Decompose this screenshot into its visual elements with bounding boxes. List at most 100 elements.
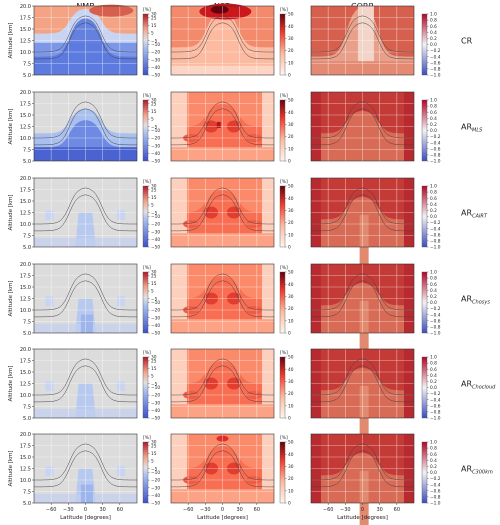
colorbar-tick-label: 20 [288, 306, 294, 312]
colorbar-tick-label: −40 [151, 237, 160, 243]
colorbar-tick-label: 50 [288, 12, 294, 18]
colorbar-tick-label: −0.2 [430, 48, 441, 54]
colorbar-tick-label: −0.2 [430, 134, 441, 140]
colorbar-tick-label: −5 [151, 124, 158, 130]
y-tick-label: 12.5 [20, 124, 31, 130]
colorbar-nsd: [%]50 40 30 20 10 0 [279, 265, 294, 337]
colorbar-tick-label: 25 [151, 101, 157, 107]
colorbar-tick-label: 0.2 [430, 122, 437, 128]
panel-frame [310, 5, 415, 76]
colorbar-tick-label: 40 [288, 196, 294, 202]
x-axis-label: Latitude [degrees] [337, 515, 388, 521]
colorbar-tick-label: 5 [151, 459, 154, 465]
x-tick-label: −60 [46, 507, 57, 513]
tropopause-contour-upper [311, 101, 414, 139]
x-axis-label: Latitude [degrees] [60, 515, 111, 521]
colorbar-tick-label: 0.0 [430, 385, 437, 391]
colorbar-tick-label: −20 [151, 50, 160, 56]
row-label-ar-chosys: ARChosys [461, 295, 490, 306]
tropopause-contour-lower [171, 365, 274, 403]
y-tick-label: 5.0 [23, 416, 31, 422]
colorbar-tick-label: 0.8 [430, 446, 437, 452]
colorbar-tick-label: 40 [288, 367, 294, 373]
x-tick-label: 60 [117, 507, 123, 513]
x-tick-label: 0 [221, 507, 224, 513]
colorbar-tick-label: 50 [288, 98, 294, 104]
x-tick-label: 30 [236, 507, 242, 513]
colorbar-tick-label: −1.0 [430, 245, 441, 251]
colorbar-tick-label: 0 [288, 73, 291, 79]
colorbar-tick-label: 15 [151, 23, 157, 29]
panel-frame [310, 177, 415, 248]
x-tick-label: −30 [63, 507, 74, 513]
colorbar-tick-label: −30 [151, 400, 160, 406]
colorbar-tick-label: 0.8 [430, 104, 437, 110]
row-label-cr: CR [461, 37, 473, 46]
tropopause-contour-upper [171, 358, 274, 396]
colorbar-tick-label: −40 [151, 151, 160, 157]
colorbar-corr: 1.00.80.60.40.20.0−0.2−0.4−0.6−0.8−1.0 [421, 12, 441, 79]
row-label-ar-c300km: ARC300km [461, 465, 493, 476]
colorbar-tick-label: 10 [288, 488, 294, 494]
colorbar-tick-label: 0.2 [430, 208, 437, 214]
tropopause-contour-upper [34, 358, 137, 396]
y-tick-label: 20.0 [20, 262, 31, 268]
row-label-ar-chocloud: ARChocloud [461, 380, 496, 391]
colorbar-unit-label: [%] [280, 265, 288, 271]
colorbar-tick-label: 0.4 [430, 30, 437, 36]
grid-nmb-ar-cairt: 5.0 7.5 10.0 12.5 15.0 17.5 20.0 [20, 176, 138, 251]
tropopause-contour-upper [171, 101, 274, 139]
colorbar-tick-label: −0.4 [430, 397, 441, 403]
colorbar-tick-label: −30 [151, 229, 160, 235]
tropopause-contour-upper [311, 187, 414, 225]
colorbar-tick-label: −10 [151, 214, 160, 220]
colorbar-tick-label: −5 [151, 381, 158, 387]
tropopause-contour-lower [34, 22, 137, 60]
colorbar-tick-label: −5 [151, 38, 158, 44]
colorbar-tick-label: −0.8 [430, 239, 441, 245]
colorbar-tick-label: −0.8 [430, 153, 441, 159]
panel-frame [170, 348, 275, 419]
colorbar-corr: 1.00.80.60.40.20.0−0.2−0.4−0.6−0.8−1.0 [421, 98, 441, 165]
y-tick-label: 17.5 [20, 15, 31, 21]
colorbar-tick-label: −0.6 [430, 146, 441, 152]
colorbar-tick-label: 5 [151, 117, 154, 123]
colorbar-tick-label: 0.4 [430, 458, 437, 464]
colorbar-tick-label: 0.4 [430, 202, 437, 208]
colorbar-unit-label: [%] [143, 93, 151, 99]
colorbar-tick-label: 10 [288, 403, 294, 409]
y-tick-label: 10.0 [20, 136, 31, 142]
colorbar-tick-label: −20 [151, 308, 160, 314]
colorbar-tick-label: −40 [151, 408, 160, 414]
colorbar-tick-label: −10 [151, 300, 160, 306]
colorbar-tick-label: −40 [151, 323, 160, 329]
y-axis-label: Altitude [km] [8, 450, 14, 486]
colorbar-tick-label: 0.6 [430, 367, 437, 373]
y-tick-label: 5.0 [23, 245, 31, 251]
colorbar-tick-label: 10 [288, 232, 294, 238]
y-tick-label: 20.0 [20, 4, 31, 10]
grid-corr-cr [310, 5, 415, 76]
colorbar-tick-label: −0.2 [430, 306, 441, 312]
colorbar-tick-label: 15 [151, 366, 157, 372]
colorbar-tick-label: 30 [288, 294, 294, 300]
colorbar-tick-label: −10 [151, 470, 160, 476]
y-tick-label: 5.0 [23, 73, 31, 79]
colorbar-tick-label: −1.0 [430, 331, 441, 337]
colorbar-nsd: [%]50 40 30 20 10 0 [279, 93, 294, 165]
y-tick-label: 17.5 [20, 101, 31, 107]
colorbar-tick-label: 0 [288, 331, 291, 337]
colorbar-tick-label: −5 [151, 296, 158, 302]
grid-nmb-ar-mls: 5.0 7.5 10.0 12.5 15.0 17.5 20.0 [20, 90, 138, 165]
y-tick-label: 12.5 [20, 210, 31, 216]
tropopause-contour-upper [311, 443, 414, 481]
y-axis-label: Altitude [km] [8, 194, 14, 230]
colorbar-tick-label: 40 [288, 452, 294, 458]
colorbar-corr: 1.00.80.60.40.20.0−0.2−0.4−0.6−0.8−1.0 [421, 440, 441, 507]
grid-nsd-ar-chocloud [170, 348, 275, 419]
colorbar-tick-label: 0.6 [430, 282, 437, 288]
tropopause-contour-upper [34, 273, 137, 311]
